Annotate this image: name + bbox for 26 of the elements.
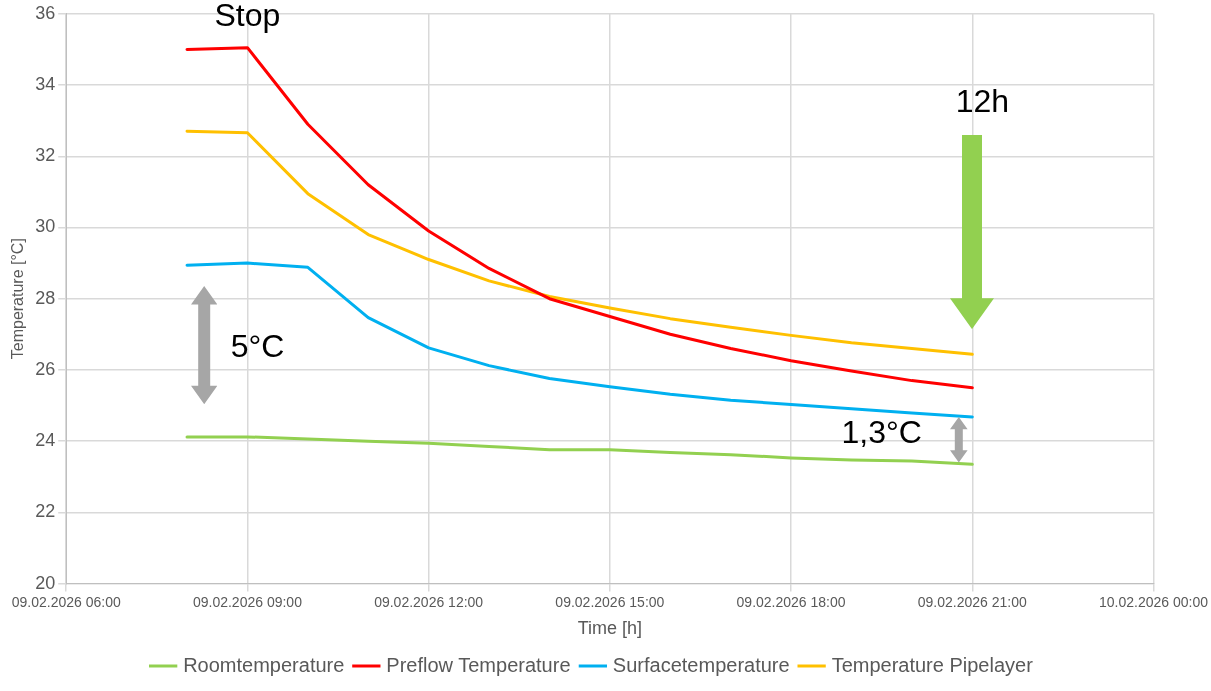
x-tick-label: 10.02.2026 00:00 bbox=[1099, 593, 1209, 610]
annotation: 5°C bbox=[230, 328, 285, 365]
x-tick-label: 09.02.2026 12:00 bbox=[374, 593, 484, 610]
annotation: Stop bbox=[214, 0, 281, 34]
y-tick-label: 26 bbox=[35, 358, 56, 379]
x-tick-label: 09.02.2026 21:00 bbox=[917, 593, 1027, 610]
x-tick-label: 09.02.2026 06:00 bbox=[11, 593, 121, 610]
y-tick-label: 28 bbox=[35, 287, 56, 308]
x-tick-label: 09.02.2026 09:00 bbox=[192, 593, 303, 610]
x-tick-label: 09.02.2026 18:00 bbox=[736, 593, 846, 610]
y-axis-title: Temperature [°C] bbox=[9, 238, 27, 360]
legend-label: Temperature Pipelayer bbox=[831, 653, 1034, 676]
y-tick-label: 30 bbox=[35, 216, 56, 237]
y-tick-label: 24 bbox=[35, 430, 56, 451]
x-axis-title: Time [h] bbox=[577, 618, 643, 639]
legend-label: Surfacetemperature bbox=[612, 653, 790, 676]
y-tick-label: 32 bbox=[35, 145, 56, 166]
x-tick-label: 09.02.2026 15:00 bbox=[555, 593, 665, 610]
y-tick-label: 36 bbox=[35, 2, 56, 23]
annotation: 12h bbox=[955, 82, 1010, 119]
y-tick-label: 20 bbox=[35, 572, 56, 593]
annotation: 1,3°C bbox=[841, 413, 922, 450]
legend-label: Roomtemperature bbox=[183, 653, 345, 676]
legend-label: Preflow Temperature bbox=[386, 653, 571, 676]
y-tick-label: 34 bbox=[35, 73, 56, 94]
y-tick-label: 22 bbox=[35, 501, 56, 522]
